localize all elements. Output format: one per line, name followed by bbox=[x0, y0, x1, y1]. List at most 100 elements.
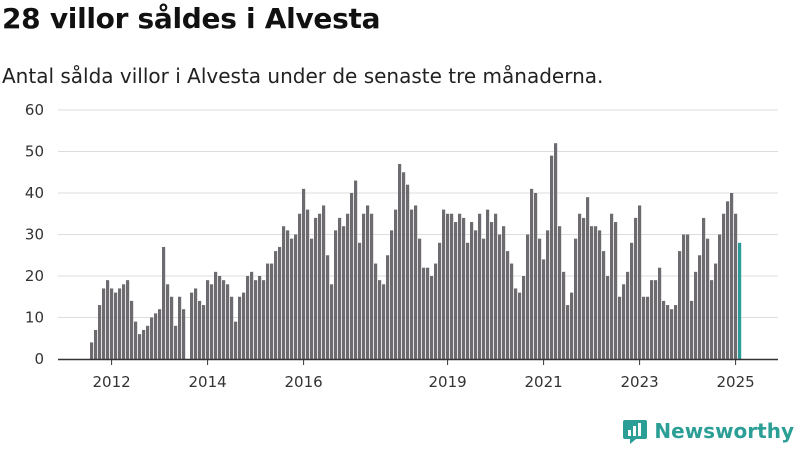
bar-chart: 0 10 20 30 40 50 60 2012 2014 2016 2019 2021 2023 202… bbox=[25, 0, 778, 391]
bar bbox=[206, 280, 210, 359]
bar bbox=[558, 226, 562, 359]
bar bbox=[246, 276, 250, 359]
bar bbox=[374, 263, 378, 359]
bar bbox=[446, 213, 450, 359]
bar bbox=[322, 205, 326, 359]
bar bbox=[554, 143, 558, 359]
bar bbox=[502, 226, 506, 359]
bar bbox=[398, 163, 402, 359]
bar bbox=[638, 205, 642, 359]
bar bbox=[710, 280, 714, 359]
bar bbox=[610, 213, 614, 359]
bar bbox=[90, 342, 94, 359]
bar bbox=[334, 230, 338, 359]
bar bbox=[690, 300, 694, 359]
bar bbox=[154, 313, 158, 359]
bar bbox=[102, 288, 106, 359]
bar bbox=[482, 238, 486, 359]
bar bbox=[702, 217, 706, 359]
y-tick-label: 50 bbox=[25, 143, 44, 161]
bar bbox=[506, 251, 510, 359]
bar bbox=[306, 209, 310, 359]
bar bbox=[406, 184, 410, 359]
bar bbox=[522, 276, 526, 359]
bar bbox=[110, 288, 114, 359]
bar bbox=[582, 217, 586, 359]
bar bbox=[294, 234, 298, 359]
bar bbox=[310, 238, 314, 359]
chart-subtitle: Antal sålda villor i Alvesta under de se… bbox=[2, 64, 604, 88]
bar bbox=[258, 276, 262, 359]
bar bbox=[222, 280, 226, 359]
bar bbox=[314, 217, 318, 359]
bar bbox=[550, 155, 554, 359]
bar bbox=[158, 309, 162, 359]
bar bbox=[390, 230, 394, 359]
bar bbox=[178, 296, 182, 359]
bar bbox=[470, 222, 474, 359]
y-tick-label: 30 bbox=[25, 226, 44, 244]
x-tick-label: 2021 bbox=[525, 373, 563, 391]
bar bbox=[674, 305, 678, 359]
bar bbox=[658, 267, 662, 359]
bar bbox=[238, 296, 242, 359]
bar bbox=[438, 242, 442, 359]
bar bbox=[706, 238, 710, 359]
bar bbox=[594, 226, 598, 359]
bar bbox=[410, 209, 414, 359]
x-tick-label: 2019 bbox=[429, 373, 467, 391]
bar bbox=[282, 226, 286, 359]
bar bbox=[230, 296, 234, 359]
bar bbox=[454, 222, 458, 359]
bar bbox=[298, 213, 302, 359]
bar bbox=[262, 280, 266, 359]
bar bbox=[626, 271, 630, 359]
bar bbox=[646, 296, 650, 359]
bar bbox=[142, 329, 146, 359]
bar bbox=[290, 238, 294, 359]
bar bbox=[714, 263, 718, 359]
bar bbox=[382, 284, 386, 359]
bar bbox=[614, 222, 618, 359]
bar bbox=[650, 280, 654, 359]
bar bbox=[362, 213, 366, 359]
bar bbox=[474, 230, 478, 359]
bar bbox=[574, 238, 578, 359]
bar bbox=[98, 305, 102, 359]
bar bbox=[722, 213, 726, 359]
x-tick-label: 2016 bbox=[285, 373, 323, 391]
bar bbox=[214, 271, 218, 359]
bar bbox=[114, 292, 118, 359]
bar bbox=[170, 296, 174, 359]
bar bbox=[686, 234, 690, 359]
bar bbox=[358, 242, 362, 359]
bar bbox=[130, 300, 134, 359]
bar bbox=[162, 246, 166, 359]
x-tick-label: 2014 bbox=[189, 373, 227, 391]
bar bbox=[606, 276, 610, 359]
bar bbox=[106, 280, 110, 359]
bar bbox=[422, 267, 426, 359]
bar bbox=[498, 234, 502, 359]
bar bbox=[462, 217, 466, 359]
newsworthy-logo-icon bbox=[623, 420, 648, 444]
y-tick-label: 60 bbox=[25, 101, 44, 119]
chart-title: 28 villor såldes i Alvesta bbox=[2, 2, 381, 35]
bar bbox=[562, 271, 566, 359]
bar bbox=[202, 305, 206, 359]
bar bbox=[538, 238, 542, 359]
bar bbox=[734, 213, 738, 359]
bar bbox=[194, 288, 198, 359]
bar bbox=[378, 280, 382, 359]
brand-logo[interactable]: Newsworthy bbox=[622, 418, 794, 444]
y-tick-label: 40 bbox=[25, 184, 44, 202]
bar bbox=[218, 276, 222, 359]
bar bbox=[286, 230, 290, 359]
bar bbox=[694, 271, 698, 359]
bar bbox=[174, 325, 178, 359]
bar bbox=[510, 263, 514, 359]
bar bbox=[486, 209, 490, 359]
bar bbox=[342, 226, 346, 359]
bar bbox=[570, 292, 574, 359]
bar bbox=[266, 263, 270, 359]
